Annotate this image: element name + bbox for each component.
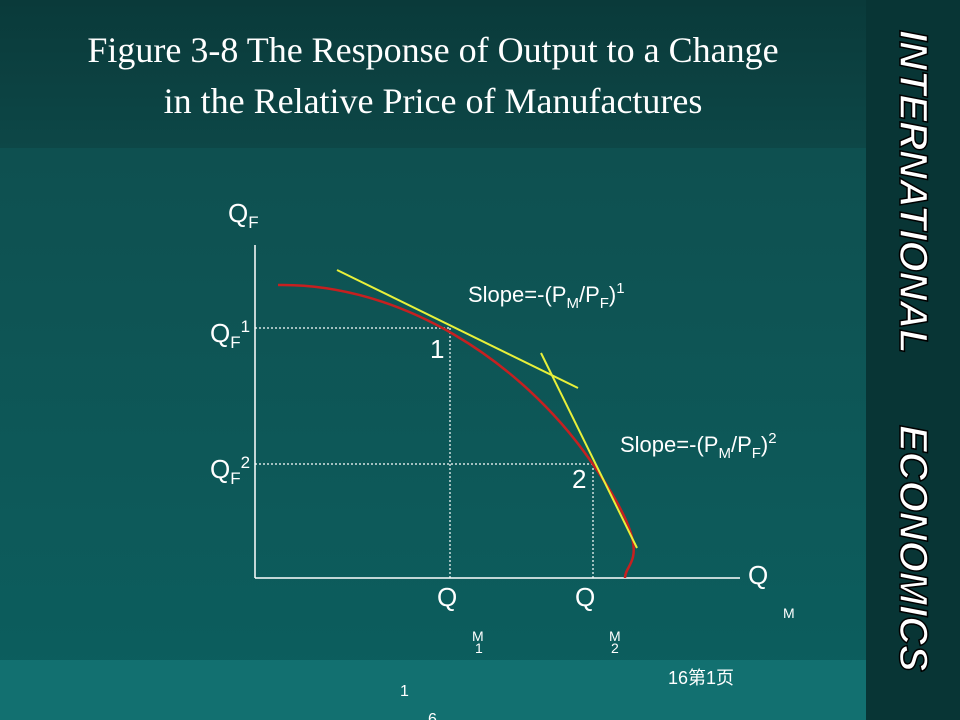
qm2-sub: M	[609, 628, 621, 644]
label-sub: F	[600, 295, 609, 312]
label-sub: M	[566, 295, 579, 312]
qm2-label: Q	[575, 582, 595, 612]
label-sub: F	[230, 333, 240, 352]
x-axis-label-sub: M	[783, 605, 795, 621]
label-sup: 2	[241, 453, 250, 472]
label-sub: M	[718, 445, 731, 462]
stray-text: 1	[400, 683, 409, 700]
sidebar	[866, 0, 960, 720]
label-main: Slope=-(P	[468, 282, 566, 307]
tangent-line	[336, 269, 579, 389]
qm1-label: Q	[437, 582, 457, 612]
qm2-index: 2	[611, 640, 619, 656]
label-main: )	[761, 432, 768, 457]
bottom-band	[0, 660, 866, 720]
label-main: Slope=-(P	[620, 432, 718, 457]
sidebar-text: INTERNATIONAL ECONOMICS	[890, 29, 936, 673]
label-sup: 1	[616, 280, 624, 297]
y-axis-label: QF	[228, 198, 259, 232]
label-sub: F	[230, 469, 240, 488]
guides	[255, 327, 594, 578]
sidebar-word: INTERNATIONAL	[891, 30, 935, 354]
title-band	[0, 0, 866, 148]
label-main: Q	[228, 198, 248, 228]
point-label: 2	[572, 464, 586, 494]
label-sup: 2	[768, 430, 776, 447]
label-main: Q	[210, 318, 230, 348]
qm1-sub: M	[472, 628, 484, 644]
label-main: /P	[579, 282, 600, 307]
label-main: /P	[731, 432, 752, 457]
label-sub: F	[248, 213, 258, 232]
qm1-index: 1	[475, 640, 483, 656]
page-number: 16第1页	[668, 668, 734, 688]
slope-label: Slope=-(PM/PF)2	[620, 430, 777, 462]
title-line: Figure 3-8 The Response of Output to a C…	[87, 30, 778, 70]
slope-label: Slope=-(PM/PF)1	[468, 280, 625, 312]
label-main: Q	[210, 454, 230, 484]
label-sup: 1	[241, 317, 250, 336]
label-sub: F	[752, 445, 761, 462]
sidebar-word: ECONOMICS	[891, 425, 935, 672]
tangent-line	[540, 352, 638, 549]
ppf-curve	[277, 283, 635, 579]
qf1-label: QF1	[210, 317, 250, 352]
point-label: 1	[430, 334, 444, 364]
title-line: in the Relative Price of Manufactures	[164, 81, 703, 121]
stray-text: 6	[428, 711, 437, 720]
x-axis-label: Q	[748, 560, 768, 590]
label-main: )	[609, 282, 616, 307]
qf2-label: QF2	[210, 453, 250, 488]
